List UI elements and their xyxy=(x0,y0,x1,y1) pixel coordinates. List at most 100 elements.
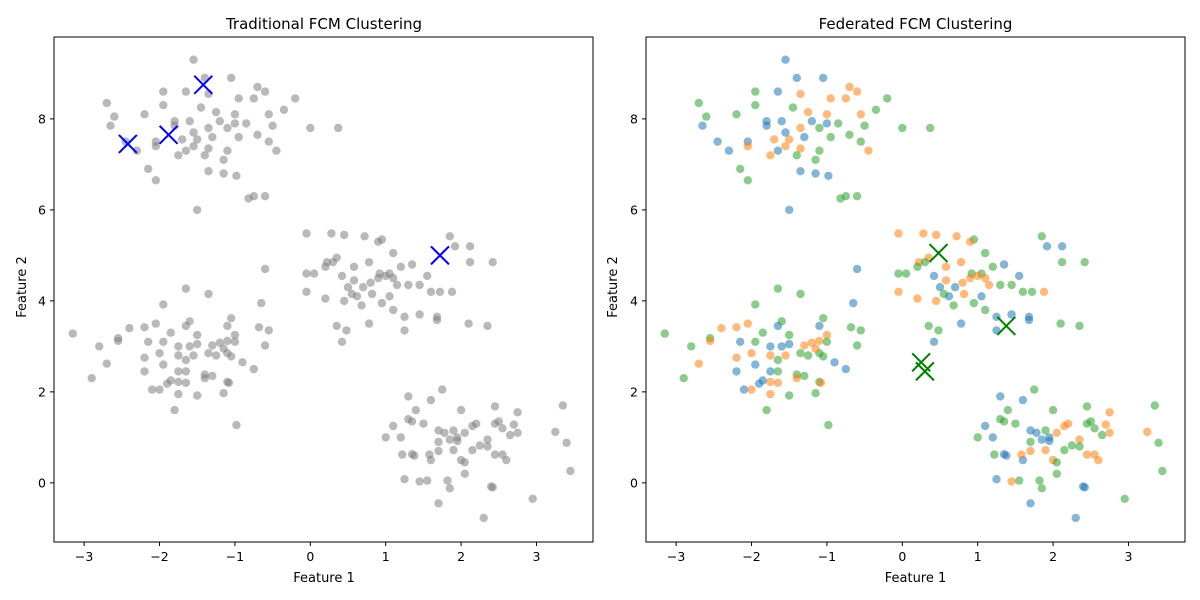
data-point xyxy=(800,132,809,142)
data-point xyxy=(389,421,398,431)
data-point xyxy=(374,237,383,246)
y-tick-label: 4 xyxy=(38,293,46,308)
data-point xyxy=(174,389,183,399)
data-point xyxy=(434,499,443,508)
data-point xyxy=(1007,310,1016,319)
data-point xyxy=(151,142,160,151)
data-point xyxy=(302,269,311,278)
data-point xyxy=(211,107,221,117)
data-point xyxy=(377,298,387,308)
data-point xyxy=(856,326,865,335)
data-point xyxy=(815,146,824,155)
y-tick-label: 2 xyxy=(38,384,46,399)
data-point xyxy=(181,367,191,376)
data-point xyxy=(257,298,266,308)
data-point xyxy=(777,117,786,126)
data-point xyxy=(781,55,790,64)
right-chart-federated-fcm: Federated FCM Clustering Feature 1 Featu… xyxy=(606,15,1186,586)
left-chart-marks xyxy=(68,55,575,523)
centroid-marker xyxy=(928,243,949,263)
data-point xyxy=(973,271,982,281)
data-point xyxy=(238,358,247,367)
data-point xyxy=(465,242,475,251)
data-point xyxy=(389,273,398,283)
data-point xyxy=(170,405,179,415)
data-point xyxy=(807,117,816,126)
data-point xyxy=(230,330,240,340)
data-point xyxy=(132,146,142,155)
data-point xyxy=(479,513,488,523)
data-point xyxy=(781,128,790,137)
data-point xyxy=(1048,405,1058,415)
data-point xyxy=(140,323,149,332)
data-point xyxy=(385,292,394,301)
x-tick-label: −3 xyxy=(667,549,685,564)
data-point xyxy=(1105,408,1114,417)
data-point xyxy=(102,359,112,368)
data-point xyxy=(332,321,341,331)
data-point xyxy=(95,342,104,351)
data-point xyxy=(773,146,783,155)
data-point xyxy=(400,475,409,484)
data-point xyxy=(244,194,253,203)
data-point xyxy=(698,121,707,130)
data-point xyxy=(1026,499,1035,508)
data-point xyxy=(230,119,240,128)
data-point xyxy=(766,151,775,160)
data-point xyxy=(558,401,567,410)
data-point xyxy=(1064,419,1073,428)
right-chart-ylabel: Feature 2 xyxy=(606,256,621,318)
data-point xyxy=(785,339,794,349)
data-point xyxy=(490,450,500,459)
data-point xyxy=(822,330,832,340)
data-point xyxy=(498,424,507,433)
data-point xyxy=(1052,469,1062,478)
data-point xyxy=(935,283,945,292)
data-point xyxy=(941,276,951,285)
data-point xyxy=(443,476,452,485)
data-point xyxy=(327,229,336,238)
data-point xyxy=(234,94,243,103)
data-point xyxy=(223,123,232,133)
data-point xyxy=(249,94,258,103)
data-point xyxy=(460,458,469,467)
data-point xyxy=(852,341,862,350)
data-point xyxy=(223,146,232,155)
data-point xyxy=(381,433,390,442)
data-point xyxy=(360,232,369,241)
data-point xyxy=(358,283,368,292)
data-point xyxy=(1042,242,1052,251)
data-point xyxy=(181,378,191,387)
data-point xyxy=(249,364,258,374)
data-point xyxy=(415,280,424,290)
data-point xyxy=(883,94,892,103)
data-point xyxy=(811,169,820,178)
data-point xyxy=(328,258,338,267)
data-point xyxy=(1056,319,1065,328)
data-point xyxy=(864,146,873,155)
data-point xyxy=(302,287,311,296)
data-point xyxy=(1024,315,1034,325)
right-chart-ticks: −3 −2 −1 0 1 2 3 0 2 4 6 8 xyxy=(630,36,1186,564)
data-point xyxy=(435,287,445,296)
y-tick-label: 6 xyxy=(630,202,638,217)
data-point xyxy=(434,437,443,447)
data-point xyxy=(151,176,160,185)
data-point xyxy=(166,376,175,385)
data-point xyxy=(415,310,424,319)
data-point xyxy=(1026,437,1035,447)
x-tick-label: 3 xyxy=(1124,549,1132,564)
x-tick-label: 2 xyxy=(1049,549,1057,564)
data-point xyxy=(230,110,240,119)
axes-frame xyxy=(645,36,1186,543)
data-point xyxy=(1143,427,1152,437)
data-point xyxy=(747,385,756,394)
data-point xyxy=(389,248,398,258)
x-tick-label: −1 xyxy=(226,549,244,564)
data-point xyxy=(732,323,741,332)
data-point xyxy=(200,151,209,160)
left-chart-ticks: −3 −2 −1 0 1 2 3 0 2 4 6 8 xyxy=(38,36,594,564)
data-point xyxy=(977,292,986,301)
data-point xyxy=(822,110,832,119)
data-point xyxy=(1105,428,1114,437)
